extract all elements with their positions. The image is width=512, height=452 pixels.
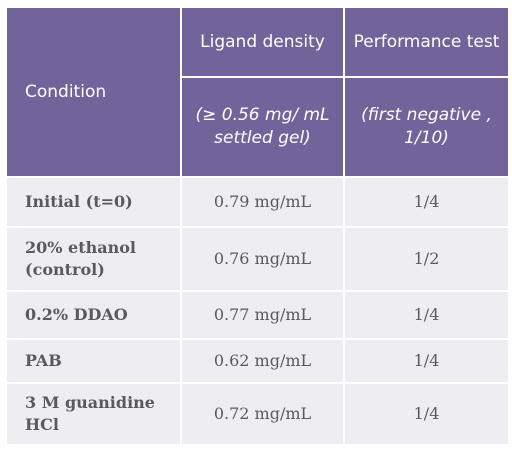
condition-cell: 20% ethanol (control) [5,226,182,292]
condition-cell: Initial (t=0) [5,176,182,228]
table-header: Condition Ligand density Performance tes… [5,6,510,178]
ligand-density-cell: 0.72 mg/mL [180,382,345,446]
condition-cell: 3 M guanidine HCl [5,382,182,446]
ligand-density-cell: 0.79 mg/mL [180,176,345,228]
ligand-density-cell: 0.62 mg/mL [180,338,345,384]
performance-cell: 1/4 [343,382,510,446]
header-performance-test-spec: (first negative , 1/10) [343,76,510,178]
performance-cell: 1/4 [343,176,510,228]
table-body: Initial (t=0) 0.79 mg/mL 1/4 20% ethanol… [5,176,510,446]
performance-cell: 1/2 [343,226,510,292]
performance-cell: 1/4 [343,338,510,384]
table-row: Initial (t=0) 0.79 mg/mL 1/4 [5,176,510,228]
condition-cell: 0.2% DDAO [5,290,182,340]
results-table: Condition Ligand density Performance tes… [5,6,510,446]
ligand-density-cell: 0.77 mg/mL [180,290,345,340]
condition-cell: PAB [5,338,182,384]
header-row-specs: (≥ 0.56 mg/ mL settled gel) (first negat… [6,76,510,178]
header-ligand-density-spec: (≥ 0.56 mg/ mL settled gel) [180,76,345,178]
table-row: PAB 0.62 mg/mL 1/4 [5,338,510,384]
table-row: 3 M guanidine HCl 0.72 mg/mL 1/4 [5,382,510,446]
table-row: 20% ethanol (control) 0.76 mg/mL 1/2 [5,226,510,292]
table-row: 0.2% DDAO 0.77 mg/mL 1/4 [5,290,510,340]
header-row-titles: Condition Ligand density Performance tes… [5,6,510,178]
header-performance-test: Performance test [343,6,510,78]
header-ligand-density: Ligand density [180,6,345,78]
ligand-density-cell: 0.76 mg/mL [180,226,345,292]
header-condition: Condition [5,6,182,178]
performance-cell: 1/4 [343,290,510,340]
